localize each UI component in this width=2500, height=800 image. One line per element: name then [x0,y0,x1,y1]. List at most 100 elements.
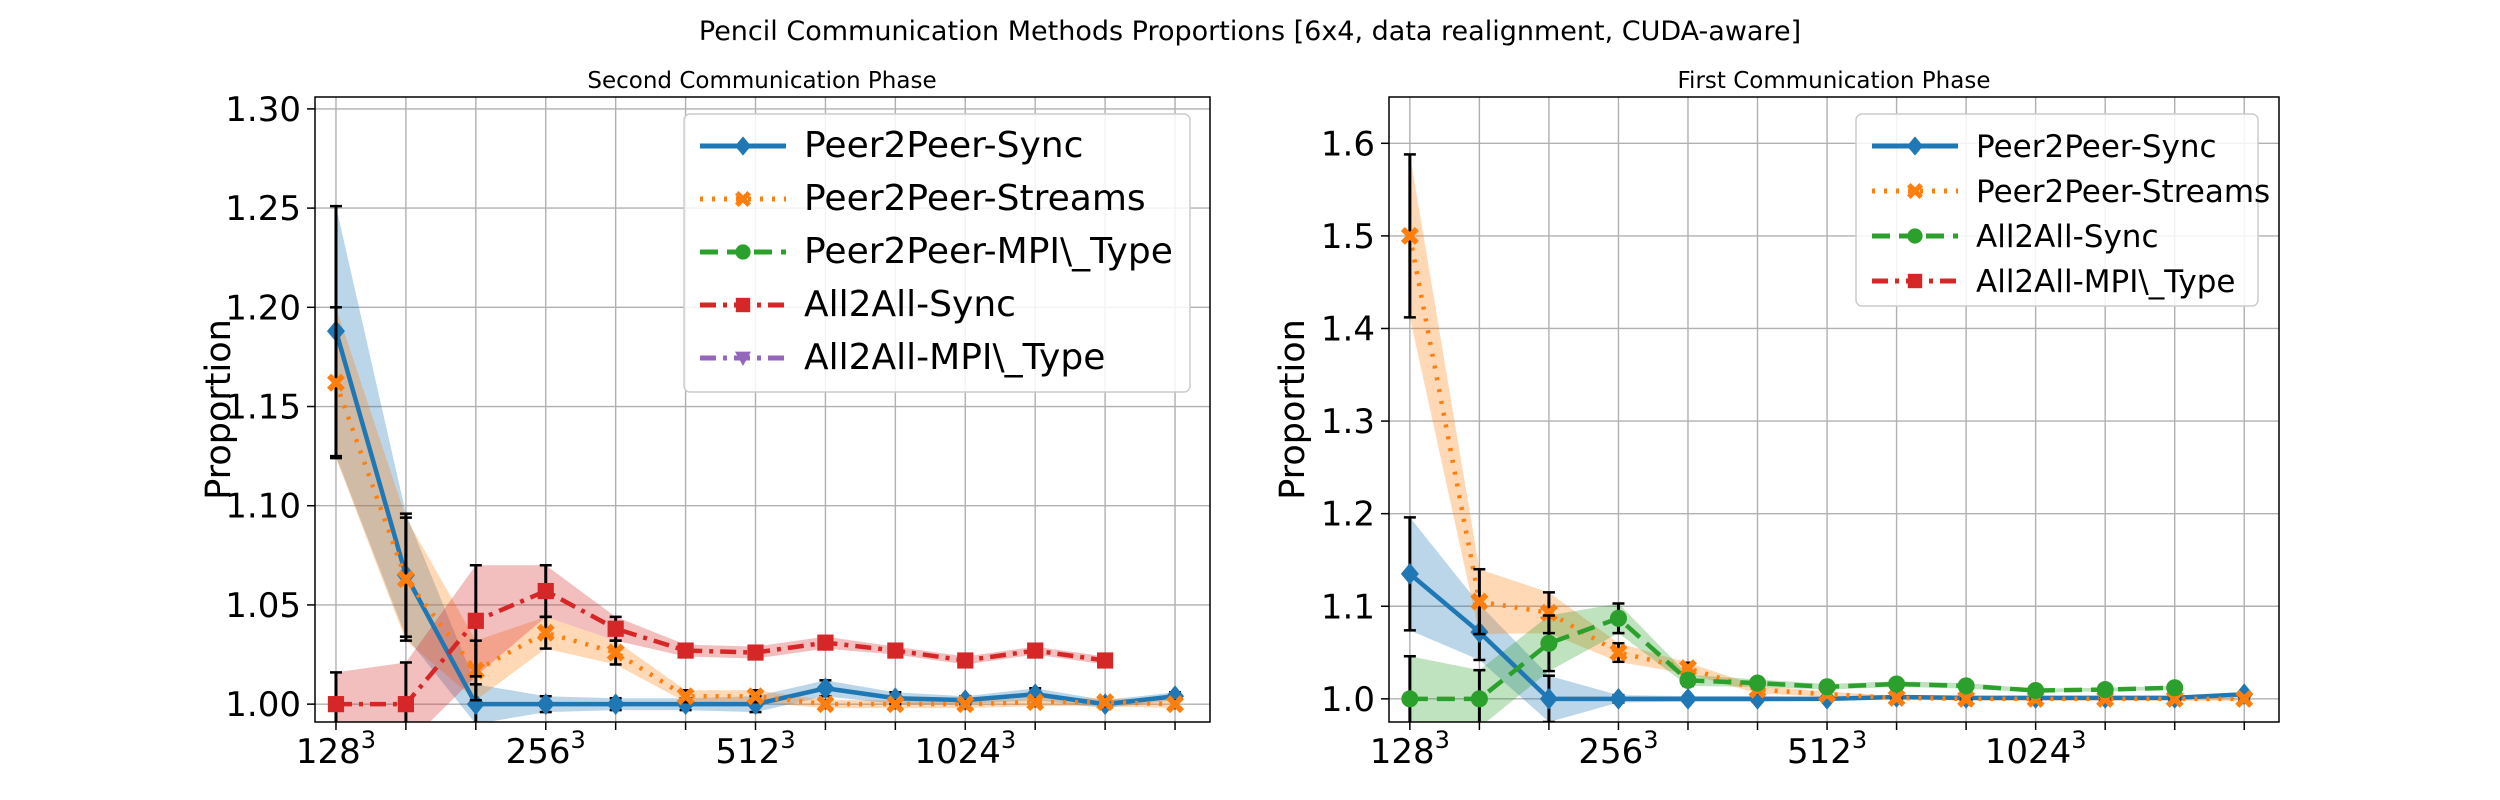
data-point [886,695,905,714]
x-tick-base: 512 [715,732,780,772]
data-point [957,652,974,669]
data-point [677,642,694,659]
x-tick-label: 5123 [715,726,795,772]
legend-label: Peer2Peer-MPI\_Type [804,231,1173,272]
legend-label: Peer2Peer-Streams [1976,174,2270,210]
figure-title: Pencil Communication Methods Proportions… [699,16,1801,47]
x-tick-exponent: 3 [571,726,586,754]
data-point [606,693,625,715]
data-point [1026,693,1045,712]
data-point [1678,659,1697,678]
legend-label: All2All-Sync [804,284,1016,325]
data-point [676,687,695,706]
data-point [1678,688,1697,710]
x-tick-base: 512 [1787,732,1852,772]
data-point [1401,690,1419,708]
y-axis-label: Proportion [1273,319,1313,500]
data-point [1887,688,1906,707]
series-line [1409,616,2175,702]
plot-frame [314,96,1211,723]
y-tick-label: 1.30 [225,90,301,130]
data-point [1539,603,1558,622]
y-tick-label: 1.15 [225,388,301,428]
x-tick-base: 256 [506,732,571,772]
left-chart: Second Communication Phase 1.001.051.101… [199,68,1211,772]
data-point [956,695,975,714]
x-tick-base: 1024 [1985,732,2072,772]
data-point [536,693,555,715]
legend-box [683,113,1191,393]
y-axis-label: Proportion [199,319,239,500]
error-band [335,565,1106,722]
x-tick-exponent: 3 [2071,726,2086,754]
legend-marker [1907,273,1923,289]
legend-marker [735,244,751,260]
data-point [2027,681,2045,700]
x-tick-base: 128 [296,732,361,772]
x-tick-label: 1283 [296,726,376,772]
data-point [1166,695,1185,714]
data-point [746,687,765,706]
data-point [1609,643,1628,662]
x-tick-label: 10243 [1985,726,2087,772]
data-point [327,696,345,713]
x-tick-exponent: 3 [1643,726,1658,754]
data-point [1539,688,1558,710]
x-tick-exponent: 3 [1001,726,1016,754]
legend-label: Peer2Peer-Sync [1976,129,2217,165]
data-point [1096,693,1115,712]
legend-box [1855,113,2259,307]
data-point [1957,689,1976,708]
data-point [1097,652,1114,669]
legend-label: Peer2Peer-Sync [804,125,1083,166]
data-layer [1400,153,2254,722]
data-point [1679,671,1697,689]
error-band [1409,603,2175,722]
data-point [1540,634,1558,652]
data-point [816,677,835,700]
y-tick-label: 1.0 [1321,680,1375,720]
y-axis: 1.00 1.05 1.10 1.15 1.20 1.25 1.30 [225,90,315,725]
series-line [335,588,1106,707]
data-point [2235,689,2254,708]
data-point [1400,226,1419,245]
plot-frame [1388,96,2280,723]
data-point [1818,678,1836,696]
legend-marker [735,297,751,313]
x-tick-label: 1283 [1370,726,1450,772]
series [1401,602,2184,722]
data-point [747,644,764,661]
legend-label: Peer2Peer-Streams [804,178,1146,219]
y-axis: 1.0 1.1 1.2 1.3 1.4 1.5 1.6 [1321,124,1389,720]
x-tick-label: 5123 [1787,726,1867,772]
left-chart-title: Second Communication Phase [587,68,936,94]
legend: Peer2Peer-Sync Peer2Peer-Streams Peer2Peer… [683,113,1191,393]
data-layer [326,204,1185,722]
data-point [326,373,345,392]
data-point [607,620,624,637]
legend-marker [1907,136,1923,156]
data-point [1609,688,1628,710]
x-tick-exponent: 3 [1852,726,1867,754]
x-tick-label: 2563 [506,726,586,772]
legend-marker [735,191,751,207]
x-tick-label: 10243 [914,726,1016,772]
data-point [1470,690,1488,708]
data-point [467,612,484,629]
y-tick-label: 1.20 [225,288,301,328]
data-point [2166,679,2184,697]
data-point [1957,677,1975,695]
x-tick-base: 128 [1370,732,1435,772]
data-point [1400,563,1419,585]
x-tick-label: 2563 [1578,726,1658,772]
legend-marker [1907,228,1923,244]
y-tick-label: 1.10 [225,487,301,527]
x-tick-base: 256 [1578,732,1643,772]
y-tick-label: 1.2 [1321,495,1375,535]
data-point [606,643,625,662]
y-tick-label: 1.6 [1321,124,1375,164]
data-point [1748,674,1767,692]
